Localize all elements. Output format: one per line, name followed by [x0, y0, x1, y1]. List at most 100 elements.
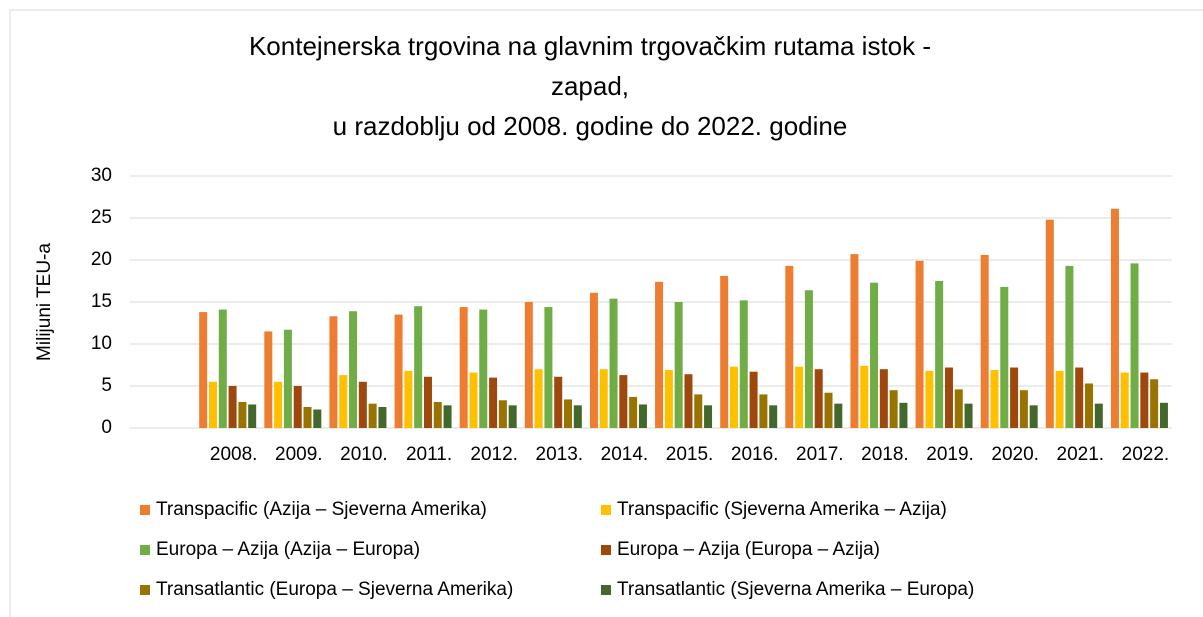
bar: [785, 265, 794, 428]
bar: [638, 404, 647, 428]
bar: [804, 290, 813, 428]
bar: [208, 381, 217, 428]
bar: [1140, 372, 1149, 428]
x-tick-label: 2021.: [1057, 444, 1105, 465]
bar: [599, 369, 608, 428]
bar: [850, 254, 859, 428]
bar: [1130, 263, 1139, 428]
x-tick-label: 2013.: [536, 444, 584, 465]
bar: [704, 405, 713, 428]
bar: [1150, 379, 1159, 428]
bar: [349, 311, 358, 428]
bar: [769, 405, 778, 428]
bar: [238, 401, 247, 428]
bar: [534, 369, 543, 428]
bar: [1045, 219, 1054, 428]
x-tick-label: 2016.: [731, 444, 779, 465]
bar: [228, 386, 237, 428]
bar: [655, 281, 664, 428]
bar: [303, 407, 312, 428]
bar: [1000, 286, 1009, 428]
x-tick-label: 2015.: [666, 444, 714, 465]
bar: [814, 369, 823, 428]
bar: [834, 403, 843, 428]
bar: [694, 394, 703, 428]
chart-title: Kontejnerska trgovina na glavnim trgovač…: [249, 31, 931, 61]
bar: [339, 375, 348, 428]
y-tick-label: 30: [91, 165, 112, 186]
legend-swatch: [601, 505, 611, 515]
legend-label: Transpacific (Azija – Sjeverna Amerika): [156, 499, 487, 520]
bar: [199, 312, 208, 428]
bar: [729, 366, 738, 428]
bar: [489, 377, 498, 428]
y-axis-label: Milijuni TEU-a: [34, 243, 55, 361]
x-tick-label: 2017.: [796, 444, 844, 465]
bar: [1019, 390, 1028, 428]
bar: [274, 381, 283, 428]
bar: [329, 316, 338, 428]
x-tick-label: 2010.: [340, 444, 388, 465]
bar: [889, 390, 898, 428]
y-tick-label: 15: [91, 291, 112, 312]
bar: [1065, 265, 1074, 428]
bar: [423, 376, 432, 428]
bar: [1055, 370, 1064, 428]
bar: [609, 298, 618, 428]
chart-title: zapad,: [551, 71, 629, 101]
x-tick-label: 2014.: [601, 444, 649, 465]
x-tick-label: 2012.: [470, 444, 518, 465]
legend-swatch: [140, 545, 150, 555]
x-tick-label: 2009.: [275, 444, 323, 465]
bar: [915, 260, 924, 428]
bar: [964, 403, 973, 428]
bar: [248, 404, 257, 428]
bar: [990, 370, 999, 428]
bar: [944, 367, 953, 428]
x-tick-label: 2018.: [861, 444, 909, 465]
legend-label: Transatlantic (Europa – Sjeverna Amerika…: [156, 579, 513, 600]
bar: [935, 281, 944, 428]
legend-label: Transatlantic (Sjeverna Amerika – Europa…: [617, 579, 974, 600]
bar: [368, 403, 377, 428]
bar: [404, 370, 413, 428]
bar: [508, 405, 517, 428]
bar: [459, 307, 468, 428]
legend-swatch: [601, 585, 611, 595]
legend-label: Transpacific (Sjeverna Amerika – Azija): [617, 499, 947, 520]
bar: [720, 275, 729, 428]
bar: [899, 402, 908, 428]
bar: [394, 314, 403, 428]
bar: [313, 409, 322, 428]
chart-title: u razdoblju od 2008. godine do 2022. god…: [333, 111, 848, 141]
bar: [414, 306, 423, 428]
bar: [479, 309, 488, 428]
legend-swatch: [601, 545, 611, 555]
bar: [1110, 208, 1119, 428]
bar: [589, 292, 598, 428]
y-tick-label: 10: [91, 333, 112, 354]
x-tick-label: 2008.: [210, 444, 258, 465]
bar: [469, 372, 478, 428]
bar: [824, 392, 833, 428]
bar: [684, 374, 693, 428]
bar: [1075, 367, 1084, 428]
bar: [524, 302, 533, 428]
bar: [749, 371, 758, 428]
y-tick-label: 25: [91, 207, 112, 228]
bar: [629, 396, 638, 428]
x-tick-label: 2011.: [406, 444, 452, 465]
legend-swatch: [140, 585, 150, 595]
bar: [433, 401, 442, 428]
bar: [1120, 372, 1129, 428]
bar: [218, 309, 227, 428]
bar: [564, 399, 573, 428]
x-tick-label: 2020.: [991, 444, 1039, 465]
bar: [264, 331, 273, 428]
x-tick-label: 2022.: [1122, 444, 1170, 465]
bar: [554, 376, 563, 428]
bar: [1159, 402, 1168, 428]
bar: [870, 282, 879, 428]
chart-frame: [9, 9, 1203, 617]
